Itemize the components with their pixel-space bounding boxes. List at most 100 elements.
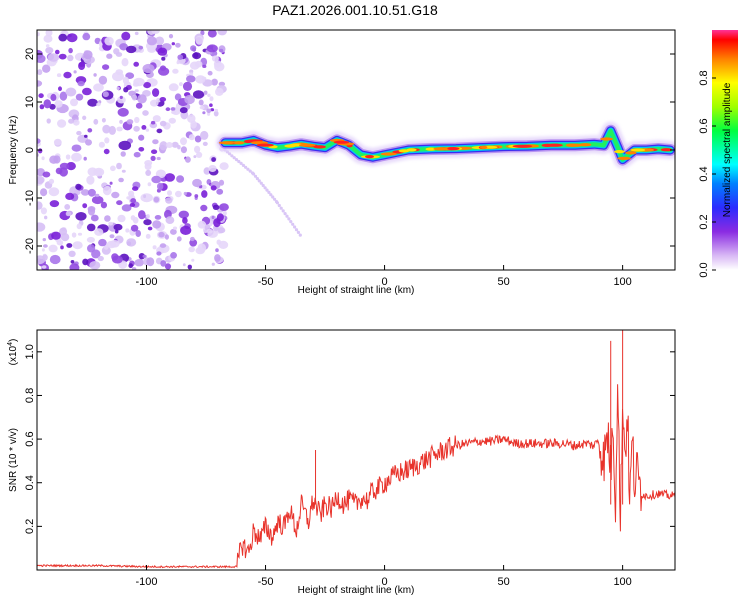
- noise-blob: [39, 104, 45, 110]
- noise-blob: [134, 31, 139, 36]
- noise-blob: [191, 258, 195, 262]
- noise-blob: [168, 117, 176, 124]
- noise-blob: [202, 141, 208, 146]
- noise-blob: [134, 89, 139, 93]
- noise-blob: [168, 34, 174, 39]
- noise-blob: [155, 169, 166, 179]
- noise-blob: [180, 146, 187, 154]
- noise-blob: [104, 137, 110, 144]
- noise-blob: [118, 140, 132, 151]
- noise-blob: [37, 54, 46, 63]
- noise-blob: [98, 75, 108, 85]
- noise-blob: [132, 82, 139, 87]
- noise-blob: [87, 128, 93, 133]
- noise-blob: [185, 156, 191, 163]
- noise-blob: [141, 125, 147, 130]
- x-tick-label: -50: [258, 276, 274, 288]
- noise-blob: [126, 45, 137, 54]
- noise-blob: [73, 119, 80, 126]
- noise-blob: [66, 33, 78, 43]
- noise-blob: [159, 120, 167, 127]
- noise-blob: [207, 70, 213, 76]
- noise-blob: [70, 98, 78, 107]
- noise-blob: [65, 192, 75, 200]
- noise-blob: [200, 130, 209, 140]
- noise-blob: [179, 107, 188, 114]
- signal-hotspot: [600, 137, 613, 141]
- signal-hotspot: [660, 148, 673, 152]
- noise-blob: [197, 220, 207, 229]
- x-tick-label: 0: [382, 576, 388, 588]
- noise-blob: [171, 141, 179, 148]
- noise-blob: [151, 149, 158, 154]
- noise-blob: [196, 151, 203, 158]
- noise-blob: [109, 234, 115, 239]
- noise-blob: [119, 95, 123, 100]
- noise-blob: [77, 80, 85, 87]
- noise-blob: [202, 111, 206, 115]
- noise-blob: [37, 201, 43, 210]
- noise-blob: [188, 246, 195, 253]
- branch-mark: [241, 163, 245, 167]
- noise-blob: [213, 110, 219, 117]
- signal-hotspot: [425, 147, 437, 151]
- noise-blob: [159, 243, 167, 248]
- noise-blob: [174, 93, 182, 101]
- noise-blob: [187, 264, 192, 270]
- noise-blob: [49, 200, 60, 208]
- noise-blob: [142, 63, 155, 74]
- noise-blob: [45, 30, 53, 37]
- noise-blob: [207, 30, 217, 38]
- noise-blob: [117, 214, 126, 223]
- noise-blob: [222, 210, 227, 216]
- noise-blob: [58, 33, 68, 42]
- noise-blob: [114, 229, 119, 234]
- noise-blob: [152, 245, 157, 250]
- noise-blob: [211, 262, 215, 266]
- noise-blob: [194, 194, 199, 198]
- snr-ylabel: SNR (10 * v/v): [8, 428, 19, 492]
- noise-blob: [211, 215, 215, 220]
- noise-blob: [108, 125, 117, 135]
- noise-blob: [207, 93, 211, 98]
- noise-blob: [212, 204, 220, 210]
- branch-mark: [252, 172, 256, 176]
- colorbar-label: Normalized spectral amplitude: [722, 82, 733, 217]
- noise-blob: [190, 236, 195, 242]
- noise-blob: [170, 107, 176, 111]
- noise-blob: [117, 96, 126, 104]
- noise-blob: [93, 73, 97, 77]
- noise-blob: [193, 155, 197, 159]
- noise-blob: [154, 215, 162, 220]
- noise-blob: [90, 214, 99, 222]
- branch-mark: [261, 183, 265, 188]
- y-tick-label: 0.2: [24, 519, 36, 534]
- noise-blob: [64, 204, 71, 210]
- noise-blob: [37, 80, 43, 87]
- colorbar: 0.0 0.2 0.4 0.6 0.8 Normalized spectral ampl…: [698, 30, 738, 278]
- noise-blob: [116, 86, 120, 91]
- noise-blob: [197, 243, 207, 253]
- noise-blob: [71, 232, 77, 238]
- noise-blob: [175, 190, 182, 198]
- noise-blob: [111, 255, 123, 264]
- y-tick-label: -20: [24, 238, 36, 254]
- noise-blob: [170, 252, 178, 259]
- noise-blob: [194, 135, 202, 143]
- noise-blob: [121, 31, 131, 41]
- noise-blob: [100, 201, 107, 209]
- branch-mark: [234, 158, 239, 162]
- noise-blob: [73, 70, 77, 74]
- noise-blob: [37, 255, 46, 265]
- noise-blob: [135, 102, 143, 109]
- branch-mark: [257, 179, 261, 183]
- colorbar-tick-label: 0.8: [698, 70, 710, 85]
- spectrogram-xlabel: Height of straight line (km): [298, 285, 415, 296]
- noise-blob: [87, 206, 96, 216]
- noise-blob: [164, 263, 172, 270]
- noise-blob: [145, 169, 152, 176]
- noise-blob: [176, 60, 180, 65]
- noise-blob: [195, 75, 206, 84]
- noise-blob: [70, 260, 75, 264]
